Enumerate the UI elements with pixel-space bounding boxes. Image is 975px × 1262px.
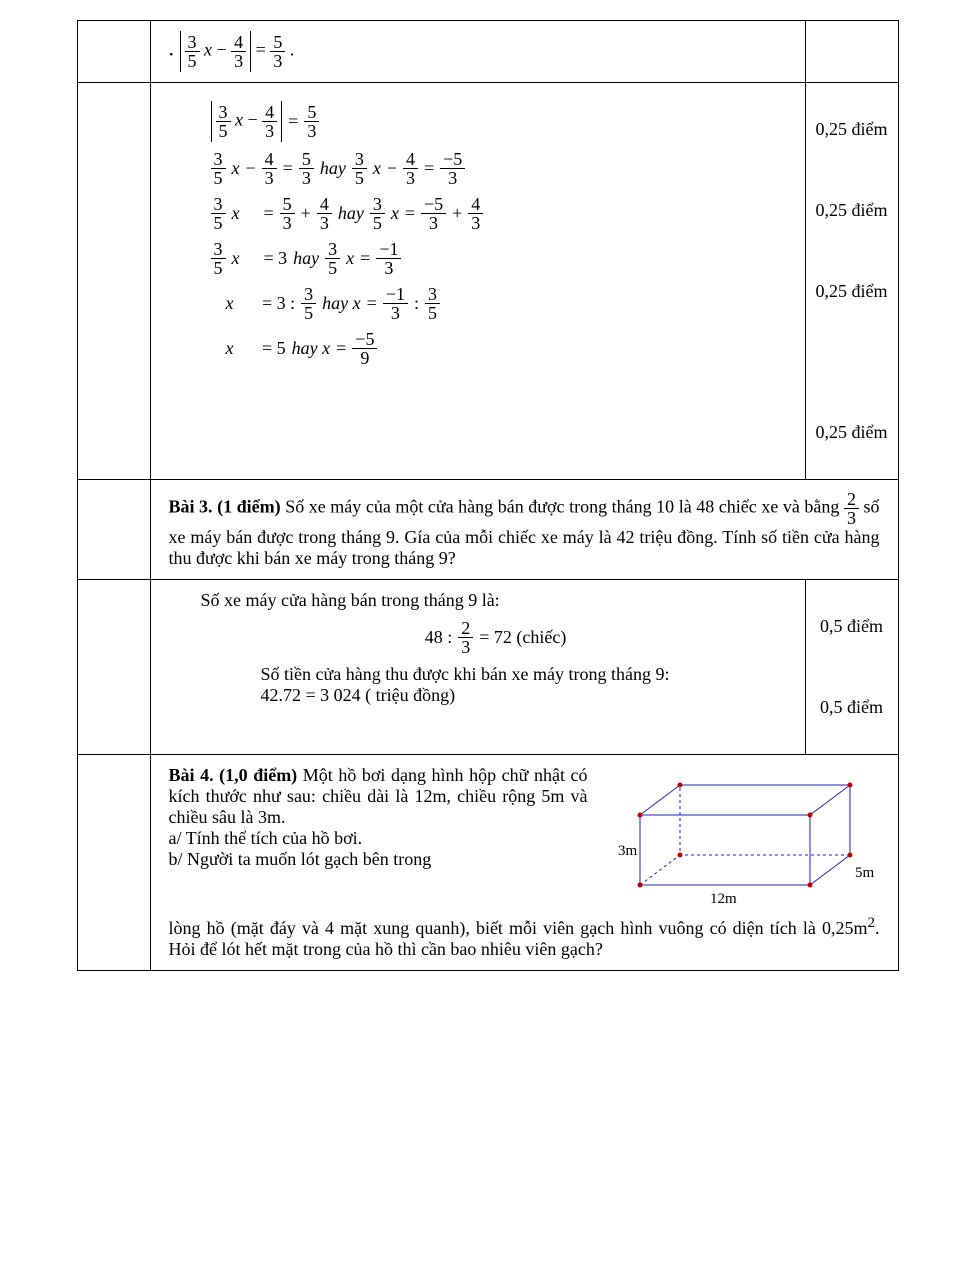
bai4-b-rest: lòng hồ (mặt đáy và 4 mặt xung quanh), b…: [169, 915, 880, 960]
score: 0,25 điểm: [812, 422, 892, 443]
frac-den: 3: [270, 52, 285, 70]
bai4-a: a/ Tính thể tích của hồ bơi.: [169, 828, 588, 849]
solution-row: 35 x − 43 = 53 35 x − 43 = 53 hay 35 x −…: [78, 83, 898, 480]
dim-w: 5m: [855, 865, 875, 881]
frac-num: 4: [231, 33, 246, 52]
score: 0,25 điểm: [812, 281, 892, 302]
col-number: [78, 21, 151, 82]
answer-key-table: . 35 x − 43 = 53 . 35 x − 43 = 53: [77, 20, 899, 971]
score: 0,5 điểm: [812, 616, 892, 637]
sol3-row: Số xe máy cửa hàng bán trong tháng 9 là:…: [78, 580, 898, 755]
frac-den: 3: [231, 52, 246, 70]
col-number: [78, 755, 151, 970]
score-cell: 0,5 điểm 0,5 điểm: [806, 580, 898, 754]
bai4-b-prefix: b/ Người ta muốn lót gạch bên trong: [169, 849, 588, 870]
bai3-row: Bài 3. (1 điểm) Số xe máy của một cửa hà…: [78, 480, 898, 580]
bai4-row: Bài 4. (1,0 điểm) Một hồ bơi dạng hình h…: [78, 755, 898, 970]
sol3-l3: 42.72 = 3 024 ( triệu đồng): [201, 685, 791, 706]
col-number: [78, 480, 151, 579]
frac-num: 3: [185, 33, 200, 52]
score: 0,25 điểm: [812, 200, 892, 221]
sol3-cell: Số xe máy cửa hàng bán trong tháng 9 là:…: [151, 580, 806, 754]
frac-num: 2: [844, 490, 859, 509]
sol3-l2: Số tiền cửa hàng thu được khi bán xe máy…: [201, 664, 791, 685]
col-number: [78, 83, 151, 479]
frac-den: 3: [458, 638, 473, 656]
score-cell: 0,25 điểm 0,25 điểm 0,25 điểm 0,25 điểm: [806, 83, 898, 479]
col-score: [806, 21, 898, 82]
bai3-cell: Bài 3. (1 điểm) Số xe máy của một cửa hà…: [151, 480, 898, 579]
bai3-text1: Số xe máy của một cửa hàng bán được tron…: [285, 497, 844, 517]
frac-den: 5: [185, 52, 200, 70]
frac-num: 5: [270, 33, 285, 52]
problem-cell: . 35 x − 43 = 53 .: [151, 21, 806, 82]
bai4-title: Bài 4. (1,0 điểm): [169, 765, 303, 785]
frac-den: 3: [844, 509, 859, 527]
sol3-l1: Số xe máy cửa hàng bán trong tháng 9 là:: [201, 590, 791, 611]
bai3-title: Bài 3. (1 điểm): [169, 497, 286, 517]
score: 0,25 điểm: [812, 119, 892, 140]
cuboid-svg: 3m 5m 12m: [600, 765, 880, 915]
score: 0,5 điểm: [812, 697, 892, 718]
bai4-cell: Bài 4. (1,0 điểm) Một hồ bơi dạng hình h…: [151, 755, 898, 970]
dim-h: 3m: [618, 843, 638, 859]
calc-pre: 48 :: [425, 627, 453, 648]
frac-num: 2: [458, 619, 473, 638]
box-diagram: 3m 5m 12m: [600, 765, 880, 915]
dim-l: 12m: [710, 891, 737, 907]
solution-cell: 35 x − 43 = 53 35 x − 43 = 53 hay 35 x −…: [151, 83, 806, 479]
problem-row: . 35 x − 43 = 53 .: [78, 21, 898, 83]
col-number: [78, 580, 151, 754]
calc-post: = 72 (chiếc): [479, 627, 566, 648]
